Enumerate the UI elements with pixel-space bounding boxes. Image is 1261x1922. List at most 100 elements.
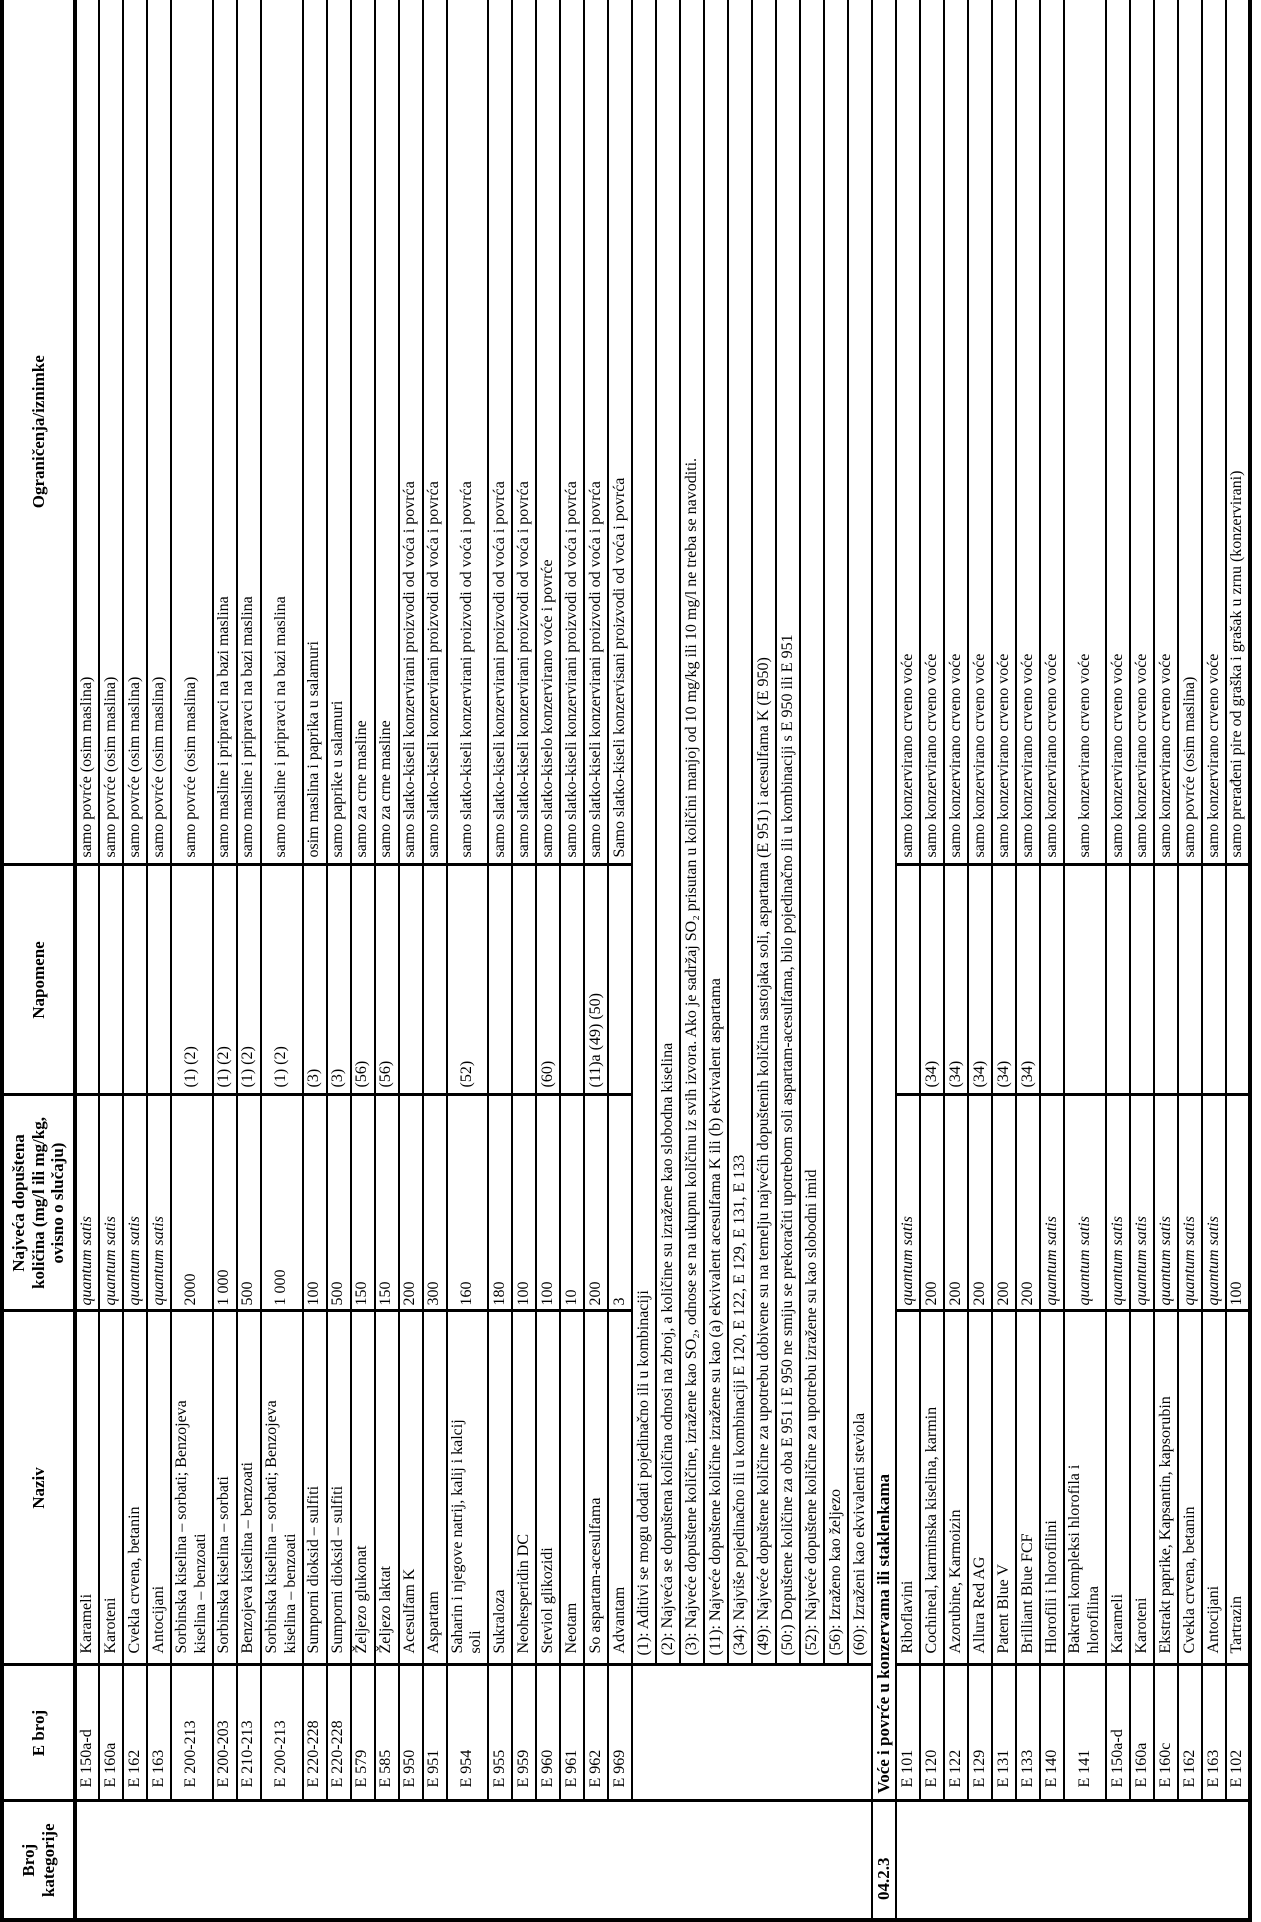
cell-restriction: samo konzervirano crveno voće bbox=[920, 0, 945, 865]
cell-note bbox=[560, 865, 585, 1095]
cell-note: (1) (2) bbox=[171, 865, 213, 1095]
cell-e-number: E 220-228 bbox=[326, 1665, 351, 1801]
cell-quantity: quantum satis bbox=[1064, 1095, 1107, 1311]
cell-naziv: Patent Blue V bbox=[992, 1311, 1017, 1665]
cell-e-number: E 954 bbox=[446, 1665, 489, 1801]
cell-naziv: Neotam bbox=[560, 1311, 585, 1665]
footnote-cell: (49): Najveće dopuštene količine za upot… bbox=[752, 0, 777, 1665]
cell-quantity: 150 bbox=[374, 1095, 399, 1311]
cell-restriction: samo slatko-kiseli konzervirani proizvod… bbox=[446, 0, 489, 865]
header-e-broj: E broj bbox=[2, 1665, 75, 1801]
cell-quantity: 200 bbox=[584, 1095, 609, 1311]
header-broj-kategorije: Broj kategorije bbox=[2, 1801, 75, 1920]
cell-e-number: E 959 bbox=[512, 1665, 537, 1801]
cell-naziv: Karameli bbox=[75, 1311, 99, 1665]
table-row: E 122 Azorubine, Karmoizin 200 (34) samo kon… bbox=[944, 0, 969, 1920]
table-row: E 961 Neotam 10 samo slatko-kiseli konzervi… bbox=[560, 0, 585, 1920]
cell-quantity: quantum satis bbox=[99, 1095, 123, 1311]
cell-naziv: Bakreni kompleksi hlorofila i hlorofilin… bbox=[1064, 1311, 1107, 1665]
section-title-cell: Voće i povrće u konzervama ili staklenka… bbox=[872, 0, 897, 1801]
cell-naziv: Neohesperidin DC bbox=[512, 1311, 537, 1665]
cell-restriction: samo povrće (osim maslina) bbox=[75, 0, 99, 865]
cell-restriction: samo slatko-kiselo konzervirano voće i p… bbox=[536, 0, 561, 865]
cell-restriction: samo masline i pripravci na bazi maslina bbox=[212, 0, 237, 865]
cell-e-number: E 120 bbox=[920, 1665, 945, 1801]
table-row: E 951 Aspartam 300 samo slatko-kiseli konze… bbox=[422, 0, 447, 1920]
table-row: E 160a Karoteni quantum satis samo povrće (… bbox=[99, 0, 123, 1920]
cell-naziv: Cvekla crvena, betanin bbox=[123, 1311, 147, 1665]
cell-note bbox=[1064, 865, 1107, 1095]
table-row: E 163 Antocijani quantum satis samo konzerv… bbox=[1202, 0, 1227, 1920]
header-naziv: Naziv bbox=[2, 1311, 75, 1665]
cell-naziv: Antocijani bbox=[1202, 1311, 1227, 1665]
table-header: Broj kategorije E broj Naziv Najveća dop… bbox=[2, 0, 75, 1920]
cell-naziv: Sorbinska kiselina – sorbati; Benzojeva … bbox=[171, 1311, 213, 1665]
cell-note bbox=[147, 865, 171, 1095]
footnote-cell: (34): Najviše pojedinačno ili u kombinac… bbox=[728, 0, 753, 1665]
cell-e-number: E 101 bbox=[896, 1665, 921, 1801]
cell-quantity: 200 bbox=[968, 1095, 993, 1311]
cell-e-number: E 129 bbox=[968, 1665, 993, 1801]
footnote-row: (56): Izraženo kao željezo bbox=[824, 0, 849, 1920]
table-row: E 579 Željezo glukonat 150 (56) samo za crne… bbox=[350, 0, 375, 1920]
cell-quantity: quantum satis bbox=[1154, 1095, 1179, 1311]
cell-restriction: samo prerađeni pire od graška i grašak u… bbox=[1226, 0, 1251, 865]
cell-naziv: Sukraloza bbox=[488, 1311, 513, 1665]
footnote-cell: (50:) Dopuštene količine za oba E 951 i … bbox=[776, 0, 801, 1665]
footnote-row: (11): Najveće dopuštene količine izražen… bbox=[704, 0, 729, 1920]
cell-e-number: E 133 bbox=[1016, 1665, 1041, 1801]
cell-quantity: 3 bbox=[608, 1095, 633, 1311]
cell-restriction: samo slatko-kiseli konzervirani proizvod… bbox=[398, 0, 423, 865]
header-kolicina: Najveća dopuštena količina (mg/l ili mg/… bbox=[2, 1095, 75, 1311]
cell-naziv: Allura Red AG bbox=[968, 1311, 993, 1665]
cell-note bbox=[99, 865, 123, 1095]
cell-e-number: E 160a bbox=[99, 1665, 123, 1801]
cell-e-number: E 162 bbox=[1178, 1665, 1203, 1801]
cell-note: (60) bbox=[536, 865, 561, 1095]
table-row: E 200-203 Sorbinska kiselina – sorbati 1 0… bbox=[212, 0, 237, 1920]
cell-restriction: samo slatko-kiseli konzervirani proizvod… bbox=[584, 0, 609, 865]
cell-note: (56) bbox=[350, 865, 375, 1095]
cell-note: (1) (2) bbox=[260, 865, 303, 1095]
cell-naziv: Advantam bbox=[608, 1311, 633, 1665]
cell-note bbox=[608, 865, 633, 1095]
header-napomene: Napomene bbox=[2, 865, 75, 1095]
cell-restriction: samo slatko-kiseli konzervirani proizvod… bbox=[422, 0, 447, 865]
footnote-row: (3): Najveće dopuštene količine, izražen… bbox=[680, 0, 705, 1920]
cell-e-number: E 162 bbox=[123, 1665, 147, 1801]
cell-naziv: Benzojeva kiselina – benzoati bbox=[236, 1311, 261, 1665]
cell-quantity: quantum satis bbox=[123, 1095, 147, 1311]
cell-quantity: 1 000 bbox=[260, 1095, 303, 1311]
cell-naziv: Sumporni dioksid – sulfiti bbox=[326, 1311, 351, 1665]
cell-restriction: samo konzervirano crveno voće bbox=[1154, 0, 1179, 865]
cell-quantity: 200 bbox=[1016, 1095, 1041, 1311]
cell-restriction: samo konzervirano crveno voće bbox=[1064, 0, 1107, 865]
cell-restriction: samo konzervirano crveno voće bbox=[1106, 0, 1131, 865]
cell-restriction: osim maslina i paprika u salamuri bbox=[302, 0, 327, 865]
cell-quantity: 10 bbox=[560, 1095, 585, 1311]
cell-note: (56) bbox=[374, 865, 399, 1095]
cell-restriction: samo paprike u salamuri bbox=[326, 0, 351, 865]
footnote-cell: (56): Izraženo kao željezo bbox=[824, 0, 849, 1665]
cell-quantity: quantum satis bbox=[1202, 1095, 1227, 1311]
cell-note bbox=[1154, 865, 1179, 1095]
cell-restriction: samo konzervirano crveno voće bbox=[944, 0, 969, 865]
cell-e-number: E 102 bbox=[1226, 1665, 1251, 1801]
cell-quantity: 200 bbox=[992, 1095, 1017, 1311]
cell-e-number: E 585 bbox=[374, 1665, 399, 1801]
table-row: E 162 Cvekla crvena, betanin quantum satis… bbox=[123, 0, 147, 1920]
footnote-cell: (11): Najveće dopuštene količine izražen… bbox=[704, 0, 729, 1665]
cell-quantity: quantum satis bbox=[1178, 1095, 1203, 1311]
cell-naziv: So aspartam-acesulfama bbox=[584, 1311, 609, 1665]
footnote-row: (52): Najveće dopuštene količine za upot… bbox=[800, 0, 825, 1920]
cell-naziv: Ekstrakt paprike, Kapsantin, kapsorubin bbox=[1154, 1311, 1179, 1665]
category-spacer-cell bbox=[896, 1801, 1251, 1920]
table-row: E 220-228 Sumporni dioksid – sulfiti 100 (3… bbox=[302, 0, 327, 1920]
cell-note bbox=[1130, 865, 1155, 1095]
table-body: E 150a-d Karameli quantum satis samo povrće… bbox=[75, 0, 1251, 1920]
cell-note bbox=[75, 865, 99, 1095]
cell-restriction: samo povrće (osim maslina) bbox=[1178, 0, 1203, 865]
footnote-cell: (52): Najveće dopuštene količine za upot… bbox=[800, 0, 825, 1665]
footnote-cell: (2): Najveća se dopuštena količina odnos… bbox=[656, 0, 681, 1665]
cell-quantity: quantum satis bbox=[1106, 1095, 1131, 1311]
